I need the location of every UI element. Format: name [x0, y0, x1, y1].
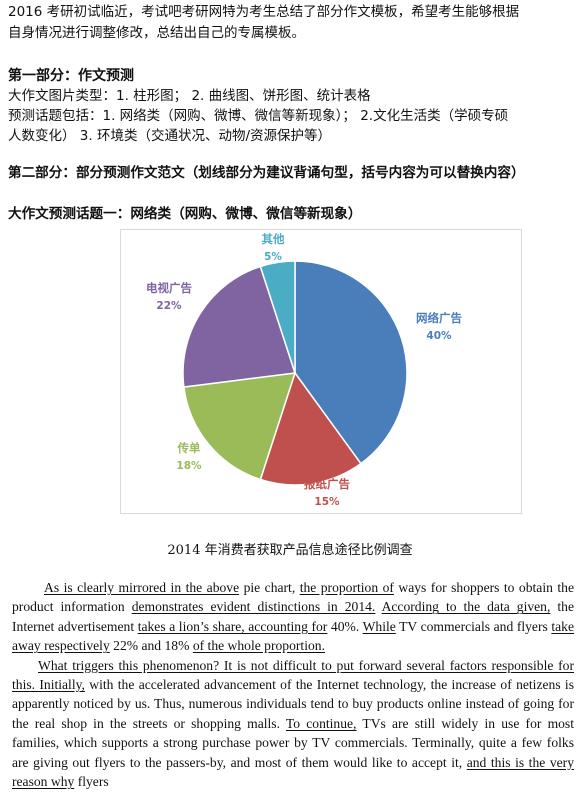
pie-slice-1 — [259, 371, 362, 486]
pie-chart: 网络广告 40% 报纸广告 15% 传单 18% 电视广告 22% 其他 5% — [120, 229, 522, 514]
intro-paragraph: 2016 考研初试临近，考试吧考研网特为考生总结了部分作文模板，希望考生能够根据… — [8, 2, 573, 44]
pie-chart-svg: 网络广告 40% 报纸广告 15% 传单 18% 电视广告 22% 其他 5% — [146, 232, 462, 508]
slice-label-1: 报纸广告 — [304, 477, 350, 491]
pie-slice-3 — [182, 265, 296, 388]
chart-caption: 2014 年消费者获取产品信息途径比例调查 — [167, 543, 413, 558]
intro-line-1: 2016 考研初试临近，考试吧考研网特为考生总结了部分作文模板，希望考生能够根据 — [8, 4, 520, 20]
slice-label-0: 网络广告 — [416, 311, 462, 325]
slice-value-1: 15% — [314, 496, 340, 508]
slice-value-4: 5% — [264, 251, 282, 263]
slice-label-3: 电视广告 — [146, 281, 192, 295]
slice-label-4: 其他 — [262, 232, 285, 246]
intro-line-2: 自身情况进行调整修改，总结出自己的专属模板。 — [8, 25, 305, 41]
part2-heading: 第二部分：部分预测作文范文（划线部分为建议背诵句型，括号内容为可以替换内容） — [8, 165, 525, 181]
slice-label-2: 传单 — [177, 441, 201, 455]
topic1-heading: 大作文预测话题一：网络类（网购、微博、微信等新现象） — [8, 206, 362, 222]
part1-content: 大作文图片类型：1. 柱形图； 2. 曲线图、饼形图、统计表格 预测话题包括：1… — [8, 86, 573, 146]
pie-slice-0 — [294, 260, 408, 465]
topics-line-2: 人数变化） 3. 环境类（交通状况、动物/资源保护等） — [8, 128, 332, 144]
slice-value-3: 22% — [156, 300, 182, 312]
essay-paragraph-1: As is clearly mirrored in the above pie … — [12, 580, 575, 654]
slice-value-2: 18% — [176, 460, 202, 472]
pie-slice-4 — [259, 260, 296, 374]
slice-value-0: 40% — [426, 330, 452, 342]
part1-heading: 第一部分：作文预测 — [8, 68, 134, 84]
pie-slice-2 — [183, 372, 297, 481]
topics-line-1: 预测话题包括：1. 网络类（网购、微博、微信等新现象）； 2.文化生活类（学硕专… — [8, 108, 509, 124]
essay-paragraph-2: What triggers this phenomenon? It is not… — [12, 657, 575, 790]
essay-text: As is clearly mirrored in the above pie … — [12, 578, 574, 791]
image-types: 大作文图片类型：1. 柱形图； 2. 曲线图、饼形图、统计表格 — [8, 88, 371, 104]
